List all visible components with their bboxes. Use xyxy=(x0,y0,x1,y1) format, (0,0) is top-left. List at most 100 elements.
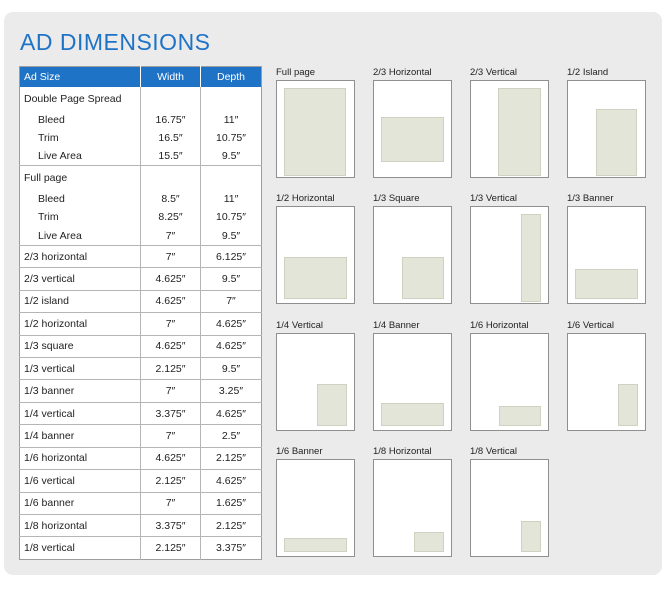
table-row: Live Area 7″ 9.5″ xyxy=(19,226,262,246)
depth-cell xyxy=(200,86,262,111)
size-label: 1/6 horizontal xyxy=(19,447,141,471)
width-cell: 7″ xyxy=(140,424,201,448)
table-row: 1/3 vertical 2.125″ 9.5″ xyxy=(19,357,262,381)
width-cell xyxy=(140,165,201,191)
depth-cell: 6.125″ xyxy=(200,245,262,269)
depth-cell: 2.125″ xyxy=(200,514,262,538)
size-label: 1/2 horizontal xyxy=(19,312,141,336)
depth-cell: 10.75″ xyxy=(200,208,262,227)
depth-cell: 1.625″ xyxy=(200,492,262,515)
ad-area-1-8-horizontal xyxy=(414,532,444,552)
width-cell: 4.625″ xyxy=(140,290,201,314)
depth-cell: 9.5″ xyxy=(200,226,262,246)
depth-cell: 11″ xyxy=(200,190,262,209)
depth-cell: 2.5″ xyxy=(200,424,262,448)
page-thumbnail-1-2-horizontal xyxy=(276,206,355,304)
width-cell: 8.5″ xyxy=(140,190,201,209)
ad-area-1-6-horizontal xyxy=(499,406,541,426)
table-group-row: Full page xyxy=(20,165,262,191)
table-row: Trim 8.25″ 10.75″ xyxy=(20,208,262,227)
ad-area-1-8-vertical xyxy=(521,521,541,552)
width-cell: 4.625″ xyxy=(140,447,201,471)
table-header-row: Ad Size Width Depth xyxy=(19,66,262,87)
page-thumbnail-1-3-square xyxy=(373,206,452,304)
size-label: 2/3 vertical xyxy=(19,267,141,291)
size-label: Bleed xyxy=(38,113,65,126)
size-label: 1/2 island xyxy=(19,290,141,314)
thumbnail-label-2-3-vertical: 2/3 Vertical xyxy=(470,67,517,78)
depth-cell: 4.625″ xyxy=(200,402,262,426)
page-thumbnail-1-8-horizontal xyxy=(373,459,452,557)
depth-cell: 2.125″ xyxy=(200,447,262,471)
page-thumbnail-1-4-vertical xyxy=(276,333,355,431)
table-row: 1/2 island 4.625″ 7″ xyxy=(19,290,262,314)
table-row: Bleed 16.75″ 11″ xyxy=(20,110,262,129)
table-row: 1/3 square 4.625″ 4.625″ xyxy=(19,335,262,358)
column-header-depth: Depth xyxy=(200,66,262,87)
size-label: 1/8 vertical xyxy=(24,542,75,555)
dimensions-table: Ad Size Width Depth Double Page Spread Bl… xyxy=(19,66,262,560)
depth-cell: 9.5″ xyxy=(200,267,262,291)
page-thumbnail-2-3-horizontal xyxy=(373,80,452,178)
size-label: Trim xyxy=(38,131,59,144)
thumbnail-label-full-page: Full page xyxy=(276,67,316,78)
thumbnail-label-1-3-banner: 1/3 Banner xyxy=(567,193,614,204)
table-row: 2/3 vertical 4.625″ 9.5″ xyxy=(19,267,262,291)
table-row: 1/8 vertical 2.125″ 3.375″ xyxy=(20,536,262,560)
ad-area-1-2-horizontal xyxy=(284,257,347,299)
page-thumbnail-full-page xyxy=(276,80,355,178)
ad-area-2-3-vertical xyxy=(498,88,541,176)
width-cell: 16.5″ xyxy=(140,128,201,147)
thumbnail-label-1-3-square: 1/3 Square xyxy=(373,193,420,204)
size-label: 1/4 vertical xyxy=(19,402,141,426)
page-thumbnail-1-6-vertical xyxy=(567,333,646,431)
thumbnail-label-1-4-banner: 1/4 Banner xyxy=(373,320,420,331)
page-thumbnail-1-6-horizontal xyxy=(470,333,549,431)
page-thumbnail-1-2-island xyxy=(567,80,646,178)
table-row: Live Area 15.5″ 9.5″ xyxy=(19,146,262,167)
width-cell: 7″ xyxy=(140,312,201,336)
width-cell: 3.375″ xyxy=(140,514,201,538)
table-group-row: Double Page Spread xyxy=(20,86,262,111)
depth-cell: 3.375″ xyxy=(200,536,262,560)
table-row: Trim 16.5″ 10.75″ xyxy=(20,128,262,147)
ad-area-1-4-banner xyxy=(381,403,444,426)
page-thumbnail-1-3-vertical xyxy=(470,206,549,304)
thumbnail-label-1-2-island: 1/2 Island xyxy=(567,67,609,78)
width-cell: 4.625″ xyxy=(140,267,201,291)
page-thumbnail-2-3-vertical xyxy=(470,80,549,178)
width-cell: 16.75″ xyxy=(140,110,201,129)
size-label: 1/3 square xyxy=(19,335,141,358)
thumbnail-label-1-3-vertical: 1/3 Vertical xyxy=(470,193,517,204)
depth-cell: 11″ xyxy=(200,110,262,129)
ad-area-1-6-banner xyxy=(284,538,347,552)
page-thumbnail-1-8-vertical xyxy=(470,459,549,557)
ad-area-1-3-square xyxy=(402,257,444,299)
thumbnail-label-1-8-vertical: 1/8 Vertical xyxy=(470,446,517,457)
width-cell: 7″ xyxy=(140,245,201,269)
size-label: 1/8 horizontal xyxy=(19,514,141,538)
size-label: 1/6 vertical xyxy=(19,469,141,493)
table-row: 1/8 horizontal 3.375″ 2.125″ xyxy=(19,514,262,538)
thumbnail-label-1-4-vertical: 1/4 Vertical xyxy=(276,320,323,331)
column-header-ad-size: Ad Size xyxy=(19,66,141,87)
depth-cell xyxy=(200,165,262,191)
width-cell: 7″ xyxy=(140,379,201,403)
table-row: 1/6 horizontal 4.625″ 2.125″ xyxy=(19,447,262,471)
size-label: Bleed xyxy=(38,193,65,206)
size-label: 1/3 banner xyxy=(19,379,141,403)
table-row: Bleed 8.5″ 11″ xyxy=(20,190,262,209)
width-cell xyxy=(140,86,201,111)
depth-cell: 4.625″ xyxy=(200,312,262,336)
thumbnail-label-1-6-banner: 1/6 Banner xyxy=(276,446,323,457)
width-cell: 8.25″ xyxy=(140,208,201,227)
table-row: 1/6 vertical 2.125″ 4.625″ xyxy=(19,469,262,493)
thumbnail-label-1-6-horizontal: 1/6 Horizontal xyxy=(470,320,529,331)
page-title: AD DIMENSIONS xyxy=(20,29,211,55)
page-thumbnail-1-6-banner xyxy=(276,459,355,557)
ad-area-1-2-island xyxy=(596,109,637,176)
size-label: 1/6 banner xyxy=(19,492,141,515)
width-cell: 4.625″ xyxy=(140,335,201,358)
depth-cell: 4.625″ xyxy=(200,469,262,493)
table-row: 1/4 banner 7″ 2.5″ xyxy=(19,424,262,448)
